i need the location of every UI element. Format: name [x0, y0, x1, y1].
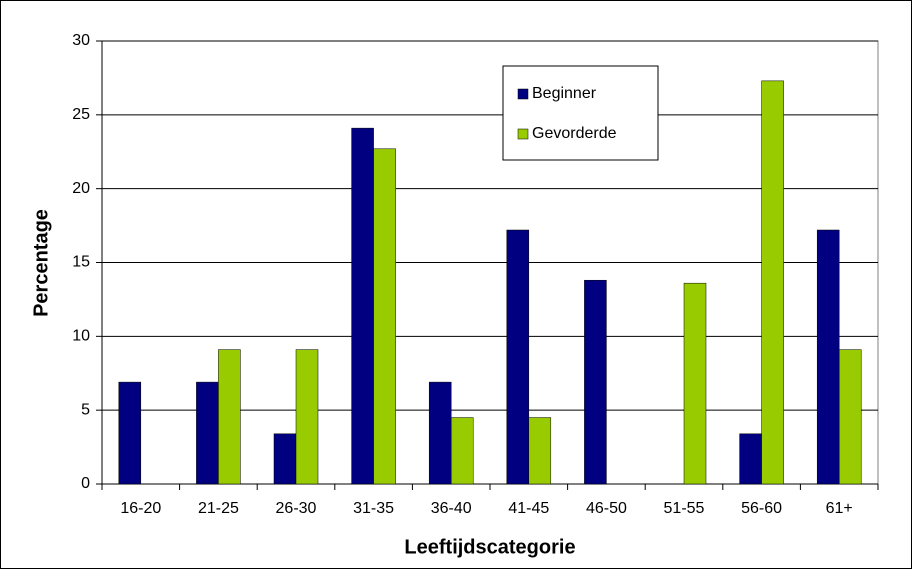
x-tick-label: 41-45 — [508, 500, 549, 517]
x-tick-label: 16-20 — [120, 500, 161, 517]
bar — [838, 349, 862, 485]
bar — [351, 127, 374, 485]
legend-label: Beginner — [532, 85, 597, 102]
y-axis-title: Percentage — [30, 209, 52, 317]
bar — [295, 349, 319, 485]
bar — [761, 80, 784, 485]
x-tick-label: 46-50 — [586, 500, 627, 517]
x-tick-label: 61+ — [826, 500, 853, 517]
x-tick-label: 21-25 — [198, 500, 239, 517]
legend-swatch — [517, 128, 529, 140]
y-tick-label: 25 — [72, 106, 90, 123]
bar — [218, 349, 241, 485]
bar — [816, 229, 840, 485]
bar — [196, 381, 219, 485]
x-tick-label: 36-40 — [431, 500, 472, 517]
bar — [528, 417, 552, 485]
bar — [683, 282, 707, 485]
y-tick-label: 15 — [72, 254, 90, 271]
y-tick-label: 30 — [72, 32, 90, 49]
x-tick-label: 56-60 — [741, 500, 782, 517]
bar — [584, 279, 607, 485]
legend — [502, 65, 659, 161]
bar — [450, 417, 474, 485]
bar — [506, 229, 530, 485]
y-tick-label: 10 — [72, 328, 90, 345]
x-tick-label: 31-35 — [353, 500, 394, 517]
x-tick-label: 51-55 — [664, 500, 705, 517]
y-tick-label: 0 — [81, 475, 90, 492]
bar — [373, 148, 396, 485]
legend-label: Gevorderde — [532, 125, 617, 142]
legend-swatch — [517, 88, 529, 100]
y-tick-label: 5 — [81, 401, 90, 418]
bar — [428, 381, 452, 485]
bar — [118, 381, 142, 485]
bar — [739, 433, 762, 485]
x-axis-title: Leeftijdscategorie — [404, 536, 575, 558]
y-tick-label: 20 — [72, 180, 90, 197]
bar — [273, 433, 297, 485]
x-tick-label: 26-30 — [276, 500, 317, 517]
